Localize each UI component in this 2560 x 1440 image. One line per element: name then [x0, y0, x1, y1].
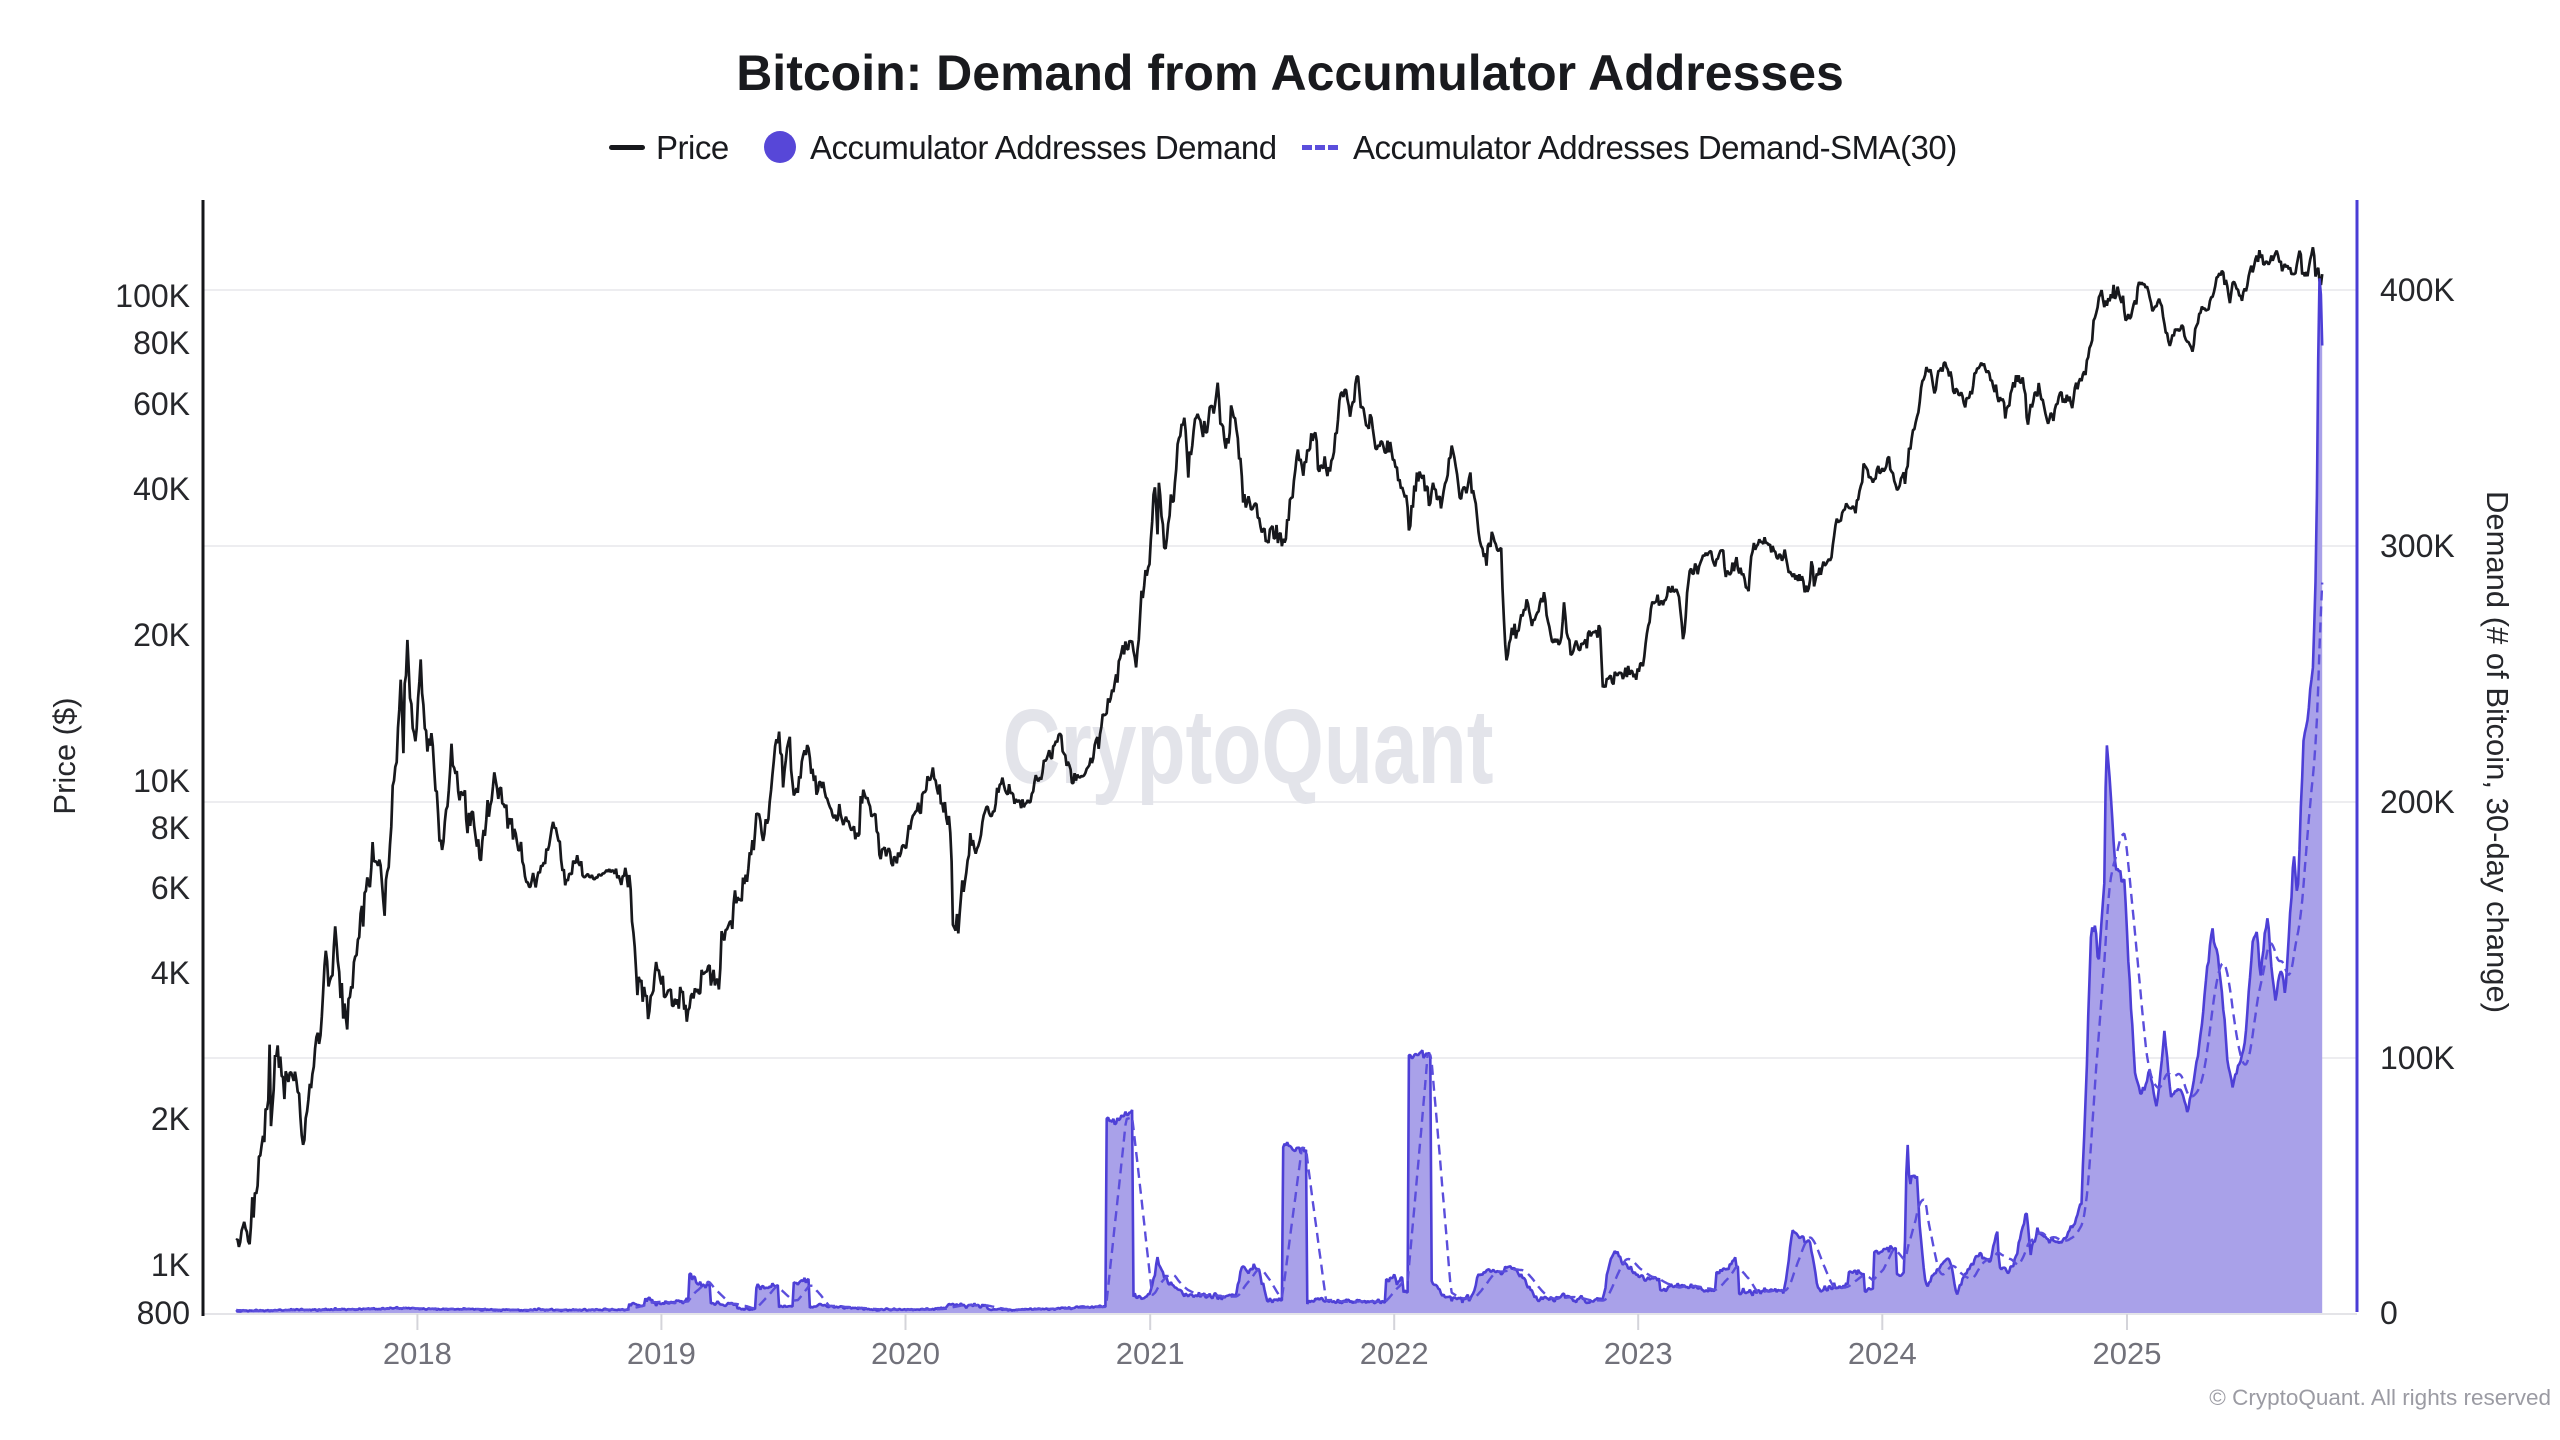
- svg-text:20K: 20K: [133, 617, 190, 653]
- svg-text:6K: 6K: [151, 870, 190, 906]
- svg-text:100K: 100K: [2380, 1040, 2455, 1076]
- svg-text:40K: 40K: [133, 471, 190, 507]
- svg-text:2024: 2024: [1848, 1336, 1917, 1371]
- svg-text:2021: 2021: [1116, 1336, 1185, 1371]
- svg-text:1K: 1K: [151, 1247, 190, 1283]
- svg-text:Price ($): Price ($): [47, 697, 82, 814]
- svg-text:100K: 100K: [115, 278, 190, 314]
- svg-text:300K: 300K: [2380, 528, 2455, 564]
- svg-text:© CryptoQuant. All rights rese: © CryptoQuant. All rights reserved: [2209, 1385, 2551, 1410]
- svg-text:Accumulator Addresses Demand-S: Accumulator Addresses Demand-SMA(30): [1353, 129, 1957, 166]
- svg-text:Bitcoin: Demand from Accumulat: Bitcoin: Demand from Accumulator Address…: [736, 45, 1844, 101]
- svg-text:Accumulator Addresses Demand: Accumulator Addresses Demand: [810, 129, 1277, 166]
- svg-text:10K: 10K: [133, 763, 190, 799]
- svg-text:80K: 80K: [133, 325, 190, 361]
- svg-text:200K: 200K: [2380, 784, 2455, 820]
- svg-text:0: 0: [2380, 1295, 2398, 1331]
- svg-text:2019: 2019: [627, 1336, 696, 1371]
- svg-text:CryptoQuant: CryptoQuant: [1003, 688, 1494, 806]
- svg-text:2025: 2025: [2093, 1336, 2162, 1371]
- svg-text:60K: 60K: [133, 386, 190, 422]
- svg-text:2020: 2020: [871, 1336, 940, 1371]
- svg-text:400K: 400K: [2380, 272, 2455, 308]
- svg-text:2K: 2K: [151, 1101, 190, 1137]
- svg-text:8K: 8K: [151, 810, 190, 846]
- svg-text:2023: 2023: [1604, 1336, 1673, 1371]
- svg-text:4K: 4K: [151, 955, 190, 991]
- svg-text:Price: Price: [656, 129, 729, 166]
- svg-text:2022: 2022: [1360, 1336, 1429, 1371]
- svg-text:2018: 2018: [383, 1336, 452, 1371]
- svg-text:800: 800: [137, 1295, 190, 1331]
- svg-text:Demand (# of Bitcoin, 30-day c: Demand (# of Bitcoin, 30-day change): [2480, 491, 2515, 1013]
